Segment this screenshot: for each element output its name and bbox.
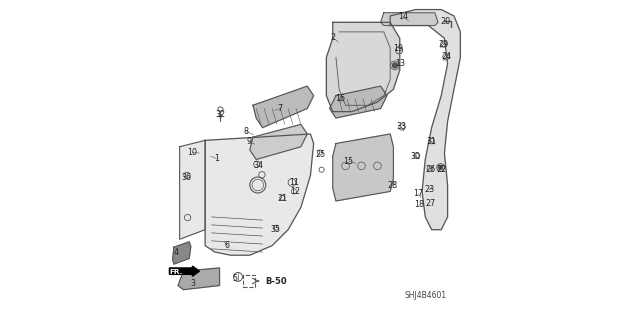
Text: 9: 9 — [246, 137, 252, 146]
Text: SHJ4B4601: SHJ4B4601 — [404, 291, 446, 300]
Text: 7: 7 — [278, 104, 283, 113]
Polygon shape — [180, 140, 205, 239]
Text: 2: 2 — [330, 33, 335, 42]
Text: 25: 25 — [316, 150, 326, 159]
Text: 6: 6 — [225, 241, 230, 250]
Polygon shape — [205, 134, 314, 255]
Text: 13: 13 — [395, 59, 404, 68]
Text: 36: 36 — [182, 173, 191, 182]
Polygon shape — [390, 10, 460, 230]
Text: 35: 35 — [271, 225, 281, 234]
Text: 30: 30 — [411, 152, 420, 161]
FancyArrow shape — [170, 266, 200, 276]
Text: 21: 21 — [277, 194, 287, 203]
Polygon shape — [250, 124, 307, 160]
Text: 14: 14 — [398, 12, 408, 21]
Text: 34: 34 — [253, 161, 264, 170]
Polygon shape — [333, 134, 394, 201]
Polygon shape — [330, 86, 387, 118]
Text: 10: 10 — [188, 148, 197, 157]
Text: 27: 27 — [425, 199, 435, 208]
Polygon shape — [326, 22, 400, 112]
Text: 23: 23 — [424, 185, 434, 194]
Text: 8: 8 — [243, 127, 248, 136]
Text: 20: 20 — [440, 17, 450, 26]
Text: 32: 32 — [216, 110, 225, 119]
Text: 17: 17 — [413, 189, 423, 198]
Text: 19: 19 — [393, 44, 403, 53]
Polygon shape — [178, 268, 220, 290]
Text: 24: 24 — [441, 52, 451, 61]
Text: 16: 16 — [335, 94, 345, 103]
Polygon shape — [173, 242, 191, 264]
Text: 11: 11 — [289, 178, 300, 187]
Text: B-50: B-50 — [265, 277, 287, 286]
FancyBboxPatch shape — [243, 275, 255, 287]
Text: FR.: FR. — [170, 269, 183, 275]
Text: 18: 18 — [414, 200, 424, 209]
Polygon shape — [381, 13, 438, 26]
Text: 33: 33 — [396, 122, 406, 131]
Circle shape — [392, 63, 397, 68]
Text: 5: 5 — [232, 274, 237, 283]
Text: 12: 12 — [290, 187, 300, 196]
Polygon shape — [253, 86, 314, 128]
Text: 15: 15 — [344, 157, 354, 166]
Text: 26: 26 — [425, 165, 435, 174]
Text: 28: 28 — [388, 181, 398, 189]
Text: 1: 1 — [214, 154, 219, 163]
Text: 22: 22 — [436, 165, 446, 174]
Text: 4: 4 — [173, 248, 179, 256]
Text: 31: 31 — [426, 137, 436, 146]
Circle shape — [438, 166, 442, 169]
Text: 29: 29 — [438, 40, 449, 48]
Text: 3: 3 — [191, 279, 196, 288]
